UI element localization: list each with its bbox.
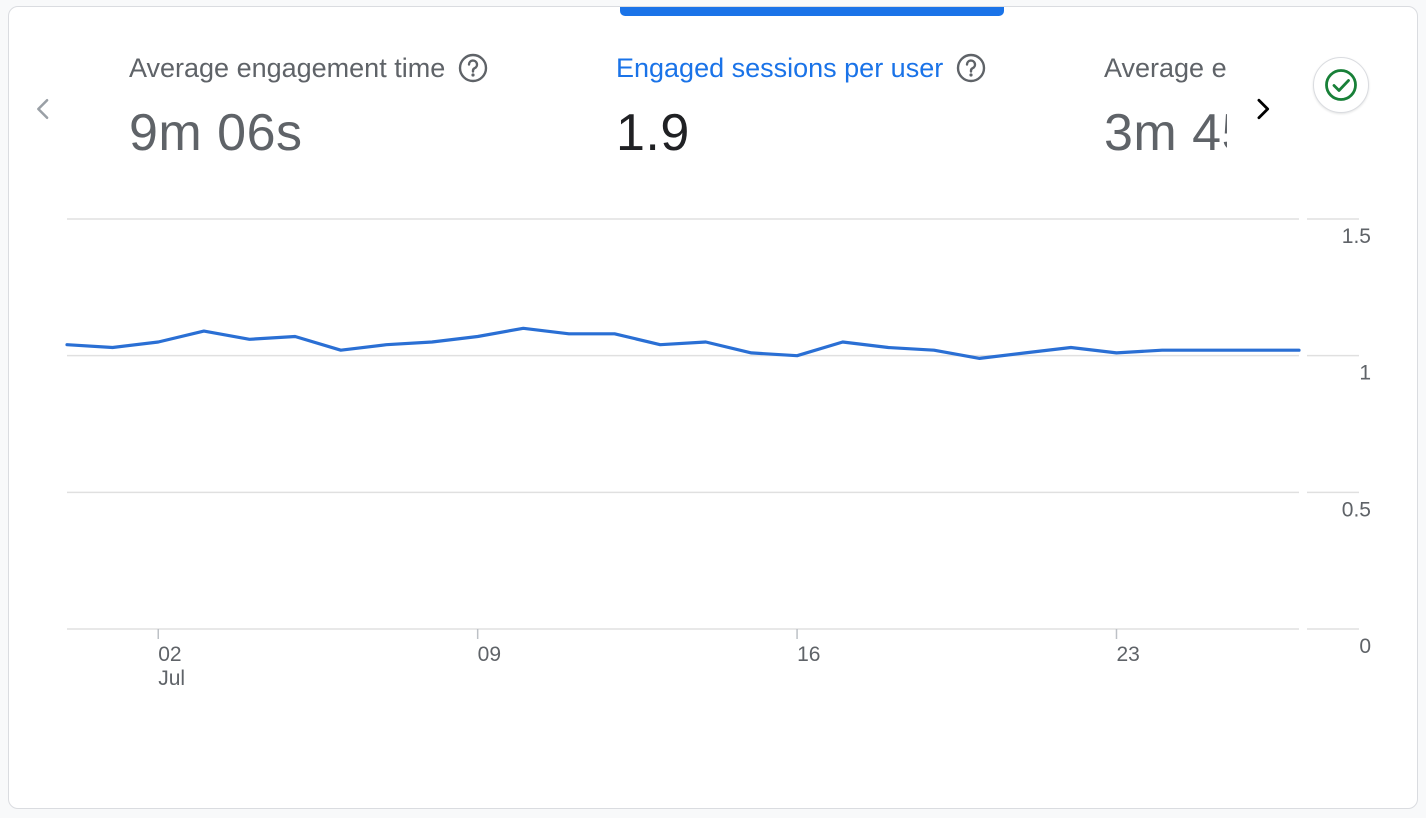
metric-engaged-sessions-per-user[interactable]: Engaged sessions per user 1.9 — [616, 49, 987, 167]
chevron-right-icon — [1257, 98, 1270, 120]
series-line — [65, 326, 1301, 360]
y-tick-label: 0.5 — [1342, 498, 1371, 521]
y-tick-label: 0 — [1359, 635, 1371, 658]
y-tick-label: 1.5 — [1342, 225, 1371, 248]
metric-value: 3m 45s — [1104, 104, 1227, 162]
help-circle-icon[interactable] — [457, 52, 489, 84]
help-circle-icon[interactable] — [955, 52, 987, 84]
chevron-left-icon — [37, 98, 49, 120]
status-button[interactable] — [1313, 57, 1369, 113]
x-tick-label: 23 — [1116, 643, 1139, 666]
x-tick-label: 16 — [797, 643, 820, 666]
x-tick-sublabel: Jul — [158, 667, 185, 690]
x-tick-label: 09 — [478, 643, 501, 666]
metric-card: Average engagement time 9m 06s Engaged s… — [8, 6, 1418, 809]
metric-title: Engaged sessions per user — [616, 52, 944, 83]
metric-title: Average engagement time per session — [1104, 52, 1227, 83]
previous-metric-button[interactable] — [23, 89, 63, 129]
metric-title: Average engagement time — [129, 52, 446, 83]
metric-average-engagement-time[interactable]: Average engagement time 9m 06s — [129, 49, 489, 167]
next-metric-button[interactable] — [1243, 89, 1283, 129]
metric-value: 9m 06s — [129, 104, 303, 162]
metric-value: 1.9 — [616, 104, 690, 162]
check-circle-icon — [1325, 69, 1357, 101]
x-tick-label: 02 — [158, 643, 181, 666]
metric-carousel: Average engagement time 9m 06s Engaged s… — [109, 37, 1227, 167]
y-tick-label: 1 — [1359, 362, 1371, 385]
active-metric-indicator — [620, 7, 1004, 16]
metric-average-engagement-time-per-session[interactable]: Average engagement time per session 3m 4… — [1104, 49, 1227, 167]
